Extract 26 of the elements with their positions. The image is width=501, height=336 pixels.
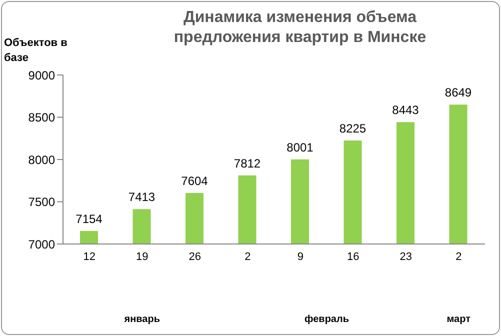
x-tick-label: 9: [297, 250, 304, 263]
y-tick-label: 9000: [28, 68, 56, 82]
x-tick-label: 12: [83, 250, 96, 263]
x-tick-label: 19: [136, 250, 148, 263]
x-tick-label: 23: [400, 250, 412, 263]
data-label: 8443: [392, 103, 420, 118]
y-axis-title: Объектов в базе: [4, 36, 68, 66]
x-tick-label: 2: [244, 250, 251, 263]
y-tick-label: 8000: [28, 152, 56, 167]
data-label: 8649: [444, 86, 472, 100]
x-tick-label: 26: [188, 250, 201, 263]
y-tick-label: 7000: [28, 237, 56, 252]
text: февраль: [304, 314, 350, 325]
y-tick-label: 8500: [28, 110, 56, 125]
chart-title: Динамика изменения объема предложения квартир в Минске: [172, 8, 428, 48]
text: март: [446, 314, 472, 325]
y-tick-label: 7500: [28, 195, 56, 210]
data-label: 8001: [286, 140, 314, 154]
data-label: 7604: [181, 174, 208, 188]
x-tick-label: 2: [456, 250, 462, 263]
data-label: 7413: [128, 190, 156, 204]
text: январь: [123, 314, 161, 325]
data-label: 7812: [234, 156, 261, 170]
data-label: 7154: [76, 212, 103, 226]
x-tick-label: 16: [347, 250, 360, 263]
data-label: 8225: [339, 121, 366, 136]
